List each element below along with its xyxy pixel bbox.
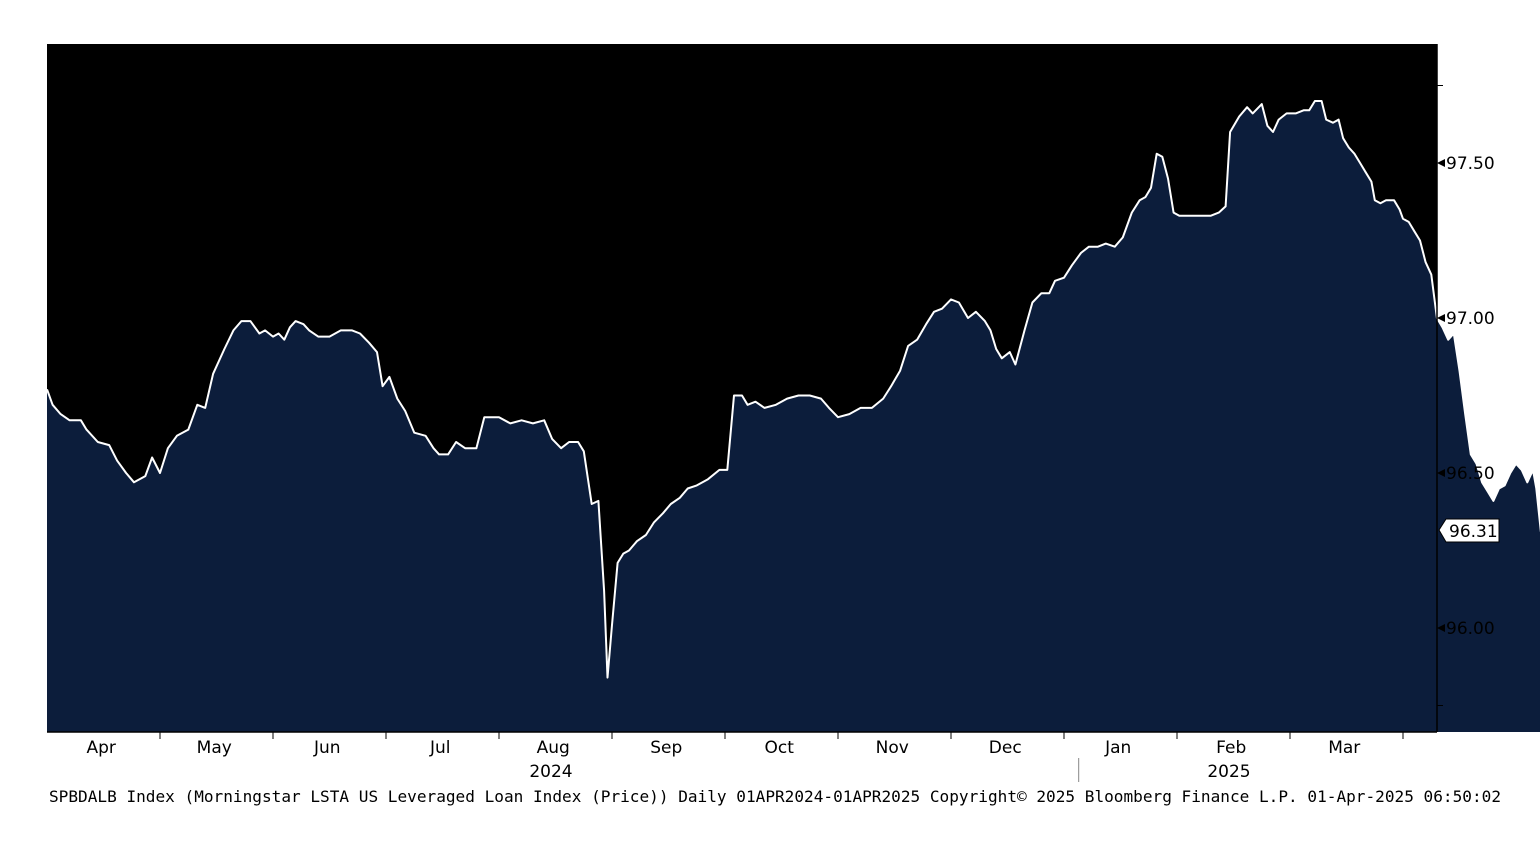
x-month-label: Jun (313, 738, 341, 758)
y-tick-label: 96.50 (1446, 464, 1495, 484)
y-tick-label: 97.00 (1446, 309, 1495, 329)
x-month-label: Mar (1328, 738, 1360, 758)
y-tick-mark (1437, 469, 1445, 477)
last-value-text: 96.31 (1449, 522, 1498, 542)
last-value-tag (1438, 518, 1500, 543)
y-tick-label: 97.50 (1446, 154, 1495, 174)
y-tick-mark (1437, 314, 1445, 322)
x-month-label: Oct (765, 738, 795, 758)
y-tick-mark (1437, 159, 1445, 167)
x-month-label: Aug (537, 738, 570, 758)
y-axis-ticks: 96.00 96.50 97.00 97.50 (1437, 85, 1495, 706)
x-month-label: Sep (650, 738, 682, 758)
x-month-label: Jul (429, 738, 451, 758)
x-month-label: Feb (1216, 738, 1246, 758)
y-tick-label: 96.00 (1446, 619, 1495, 639)
x-month-label: Jan (1104, 738, 1131, 758)
y-tick-mark (1437, 624, 1445, 632)
footer-text: SPBDALB Index (Morningstar LSTA US Lever… (49, 787, 1501, 806)
last-value-marker: 96.31 (1438, 518, 1500, 543)
x-month-label: Apr (87, 738, 116, 758)
x-year-label: 2025 (1207, 762, 1250, 782)
series-line (46, 100, 1540, 679)
x-axis-ticks: Apr May Jun Jul Aug Sep Oct Nov Dec Jan Feb Mar 2024… (87, 732, 1404, 782)
x-year-label: 2024 (529, 762, 572, 782)
x-month-label: Dec (989, 738, 1022, 758)
x-month-label: Nov (876, 738, 909, 758)
x-month-label: May (197, 738, 232, 758)
series-area (47, 101, 1540, 732)
